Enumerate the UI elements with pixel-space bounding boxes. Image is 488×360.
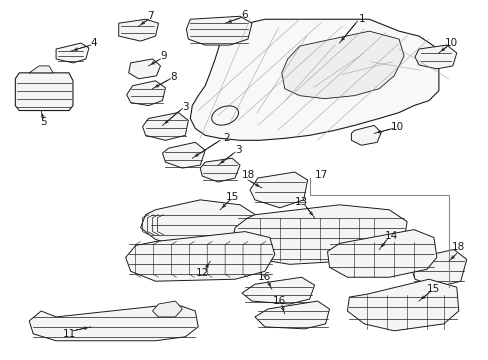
Text: 10: 10 [390,122,403,132]
Text: 2: 2 [223,133,229,143]
Text: 6: 6 [241,10,248,20]
Text: 18: 18 [241,170,254,180]
Polygon shape [249,172,307,208]
Polygon shape [126,81,165,105]
Polygon shape [142,113,188,140]
Polygon shape [190,19,438,140]
Polygon shape [152,301,182,317]
Polygon shape [200,158,240,182]
Polygon shape [29,304,198,341]
Polygon shape [351,125,381,145]
Polygon shape [128,59,160,79]
Text: 4: 4 [90,38,97,48]
Polygon shape [327,230,436,277]
Text: 16: 16 [258,272,271,282]
Text: 1: 1 [358,14,365,24]
Polygon shape [254,301,329,329]
Polygon shape [141,200,260,247]
Text: 7: 7 [147,11,154,21]
Text: 15: 15 [225,192,238,202]
Text: 12: 12 [195,268,208,278]
Text: 16: 16 [273,296,286,306]
Polygon shape [119,19,158,41]
Polygon shape [162,142,205,168]
Polygon shape [56,43,89,63]
Polygon shape [232,205,406,264]
Text: 11: 11 [62,329,76,339]
Polygon shape [186,16,251,45]
Text: 8: 8 [170,72,176,82]
Polygon shape [29,66,53,73]
Text: 5: 5 [40,117,46,127]
Polygon shape [125,231,274,281]
Text: 14: 14 [384,230,397,240]
Text: 10: 10 [445,38,457,48]
Polygon shape [410,249,466,287]
Text: 13: 13 [294,197,307,207]
Text: 9: 9 [160,51,166,61]
Polygon shape [414,45,456,69]
Polygon shape [281,31,403,99]
Text: 18: 18 [451,243,465,252]
Text: 3: 3 [182,102,188,112]
Polygon shape [346,279,458,331]
Polygon shape [242,277,314,304]
Text: 17: 17 [314,170,327,180]
Text: 3: 3 [234,145,241,155]
Polygon shape [15,73,73,111]
Text: 15: 15 [427,284,440,294]
